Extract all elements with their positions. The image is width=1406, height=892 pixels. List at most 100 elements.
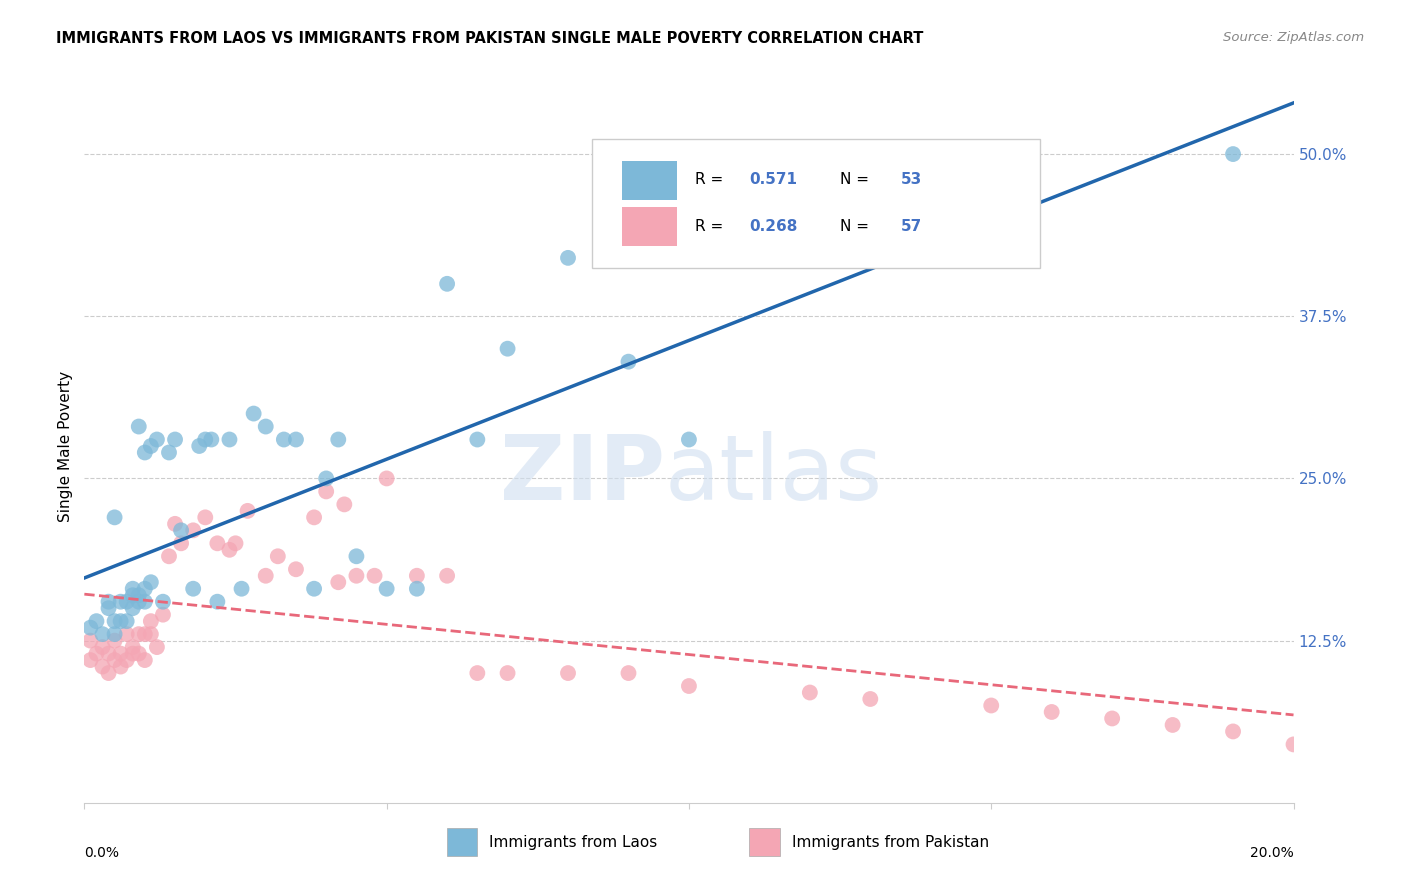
Point xyxy=(346,549,368,564)
Point xyxy=(315,471,337,485)
Point xyxy=(207,595,229,609)
Point xyxy=(285,562,308,576)
Text: ZIP: ZIP xyxy=(499,431,665,518)
Y-axis label: Single Male Poverty: Single Male Poverty xyxy=(58,370,73,522)
Bar xyxy=(623,161,676,200)
Point xyxy=(218,542,240,557)
Text: N =: N = xyxy=(841,172,875,187)
Point xyxy=(557,666,579,681)
Point xyxy=(134,582,156,596)
Point xyxy=(315,484,337,499)
Point xyxy=(181,582,204,596)
Point xyxy=(115,614,138,628)
Point xyxy=(678,433,700,447)
Point xyxy=(207,536,229,550)
Text: N =: N = xyxy=(841,219,875,234)
Point xyxy=(165,433,187,447)
Point xyxy=(79,653,101,667)
Point xyxy=(128,647,150,661)
Point xyxy=(121,601,143,615)
Point xyxy=(436,277,458,291)
Point xyxy=(86,614,108,628)
Point xyxy=(139,439,162,453)
Bar xyxy=(623,207,676,246)
Point xyxy=(152,595,174,609)
Point xyxy=(146,640,169,654)
Point xyxy=(285,433,308,447)
Bar xyxy=(749,828,780,856)
Point xyxy=(1282,738,1305,752)
Point xyxy=(557,251,579,265)
Point xyxy=(617,666,640,681)
Text: 0.268: 0.268 xyxy=(749,219,797,234)
Point xyxy=(157,549,180,564)
Point xyxy=(139,627,162,641)
Point xyxy=(165,516,187,531)
Point xyxy=(254,419,277,434)
Text: R =: R = xyxy=(695,219,728,234)
Bar xyxy=(447,828,478,856)
Point xyxy=(302,582,325,596)
FancyBboxPatch shape xyxy=(592,139,1039,268)
Text: 0.0%: 0.0% xyxy=(84,846,120,860)
Point xyxy=(267,549,290,564)
Point xyxy=(79,633,101,648)
Point xyxy=(170,536,193,550)
Point xyxy=(406,568,429,582)
Point xyxy=(363,568,385,582)
Point xyxy=(200,433,222,447)
Point xyxy=(859,692,882,706)
Point xyxy=(346,568,368,582)
Point xyxy=(91,627,114,641)
Text: IMMIGRANTS FROM LAOS VS IMMIGRANTS FROM PAKISTAN SINGLE MALE POVERTY CORRELATION: IMMIGRANTS FROM LAOS VS IMMIGRANTS FROM … xyxy=(56,31,924,46)
Point xyxy=(134,595,156,609)
Point xyxy=(128,419,150,434)
Point xyxy=(110,595,132,609)
Point xyxy=(194,433,217,447)
Point xyxy=(328,575,350,590)
Text: Immigrants from Laos: Immigrants from Laos xyxy=(489,835,658,849)
Text: 53: 53 xyxy=(901,172,922,187)
Point xyxy=(110,614,132,628)
Point xyxy=(678,679,700,693)
Point xyxy=(134,627,156,641)
Point xyxy=(1040,705,1063,719)
Text: Source: ZipAtlas.com: Source: ZipAtlas.com xyxy=(1223,31,1364,45)
Point xyxy=(128,595,150,609)
Point xyxy=(104,627,127,641)
Point xyxy=(181,524,204,538)
Point xyxy=(121,582,143,596)
Point xyxy=(86,647,108,661)
Point xyxy=(333,497,356,511)
Point xyxy=(467,433,489,447)
Point xyxy=(236,504,259,518)
Point xyxy=(170,524,193,538)
Text: 57: 57 xyxy=(901,219,922,234)
Text: Immigrants from Pakistan: Immigrants from Pakistan xyxy=(792,835,988,849)
Point xyxy=(128,627,150,641)
Point xyxy=(104,614,127,628)
Point xyxy=(134,653,156,667)
Point xyxy=(152,607,174,622)
Point xyxy=(273,433,295,447)
Point xyxy=(157,445,180,459)
Point xyxy=(134,445,156,459)
Point xyxy=(139,614,162,628)
Point xyxy=(188,439,211,453)
Point xyxy=(302,510,325,524)
Point xyxy=(375,471,398,485)
Point xyxy=(97,595,120,609)
Text: atlas: atlas xyxy=(665,431,883,518)
Point xyxy=(1101,711,1123,725)
Point xyxy=(1222,724,1244,739)
Text: 20.0%: 20.0% xyxy=(1250,846,1294,860)
Point xyxy=(436,568,458,582)
Point xyxy=(97,666,120,681)
Point xyxy=(110,647,132,661)
Point xyxy=(980,225,1002,239)
Text: 0.571: 0.571 xyxy=(749,172,797,187)
Point xyxy=(121,640,143,654)
Point xyxy=(104,633,127,648)
Point xyxy=(115,627,138,641)
Point xyxy=(225,536,247,550)
